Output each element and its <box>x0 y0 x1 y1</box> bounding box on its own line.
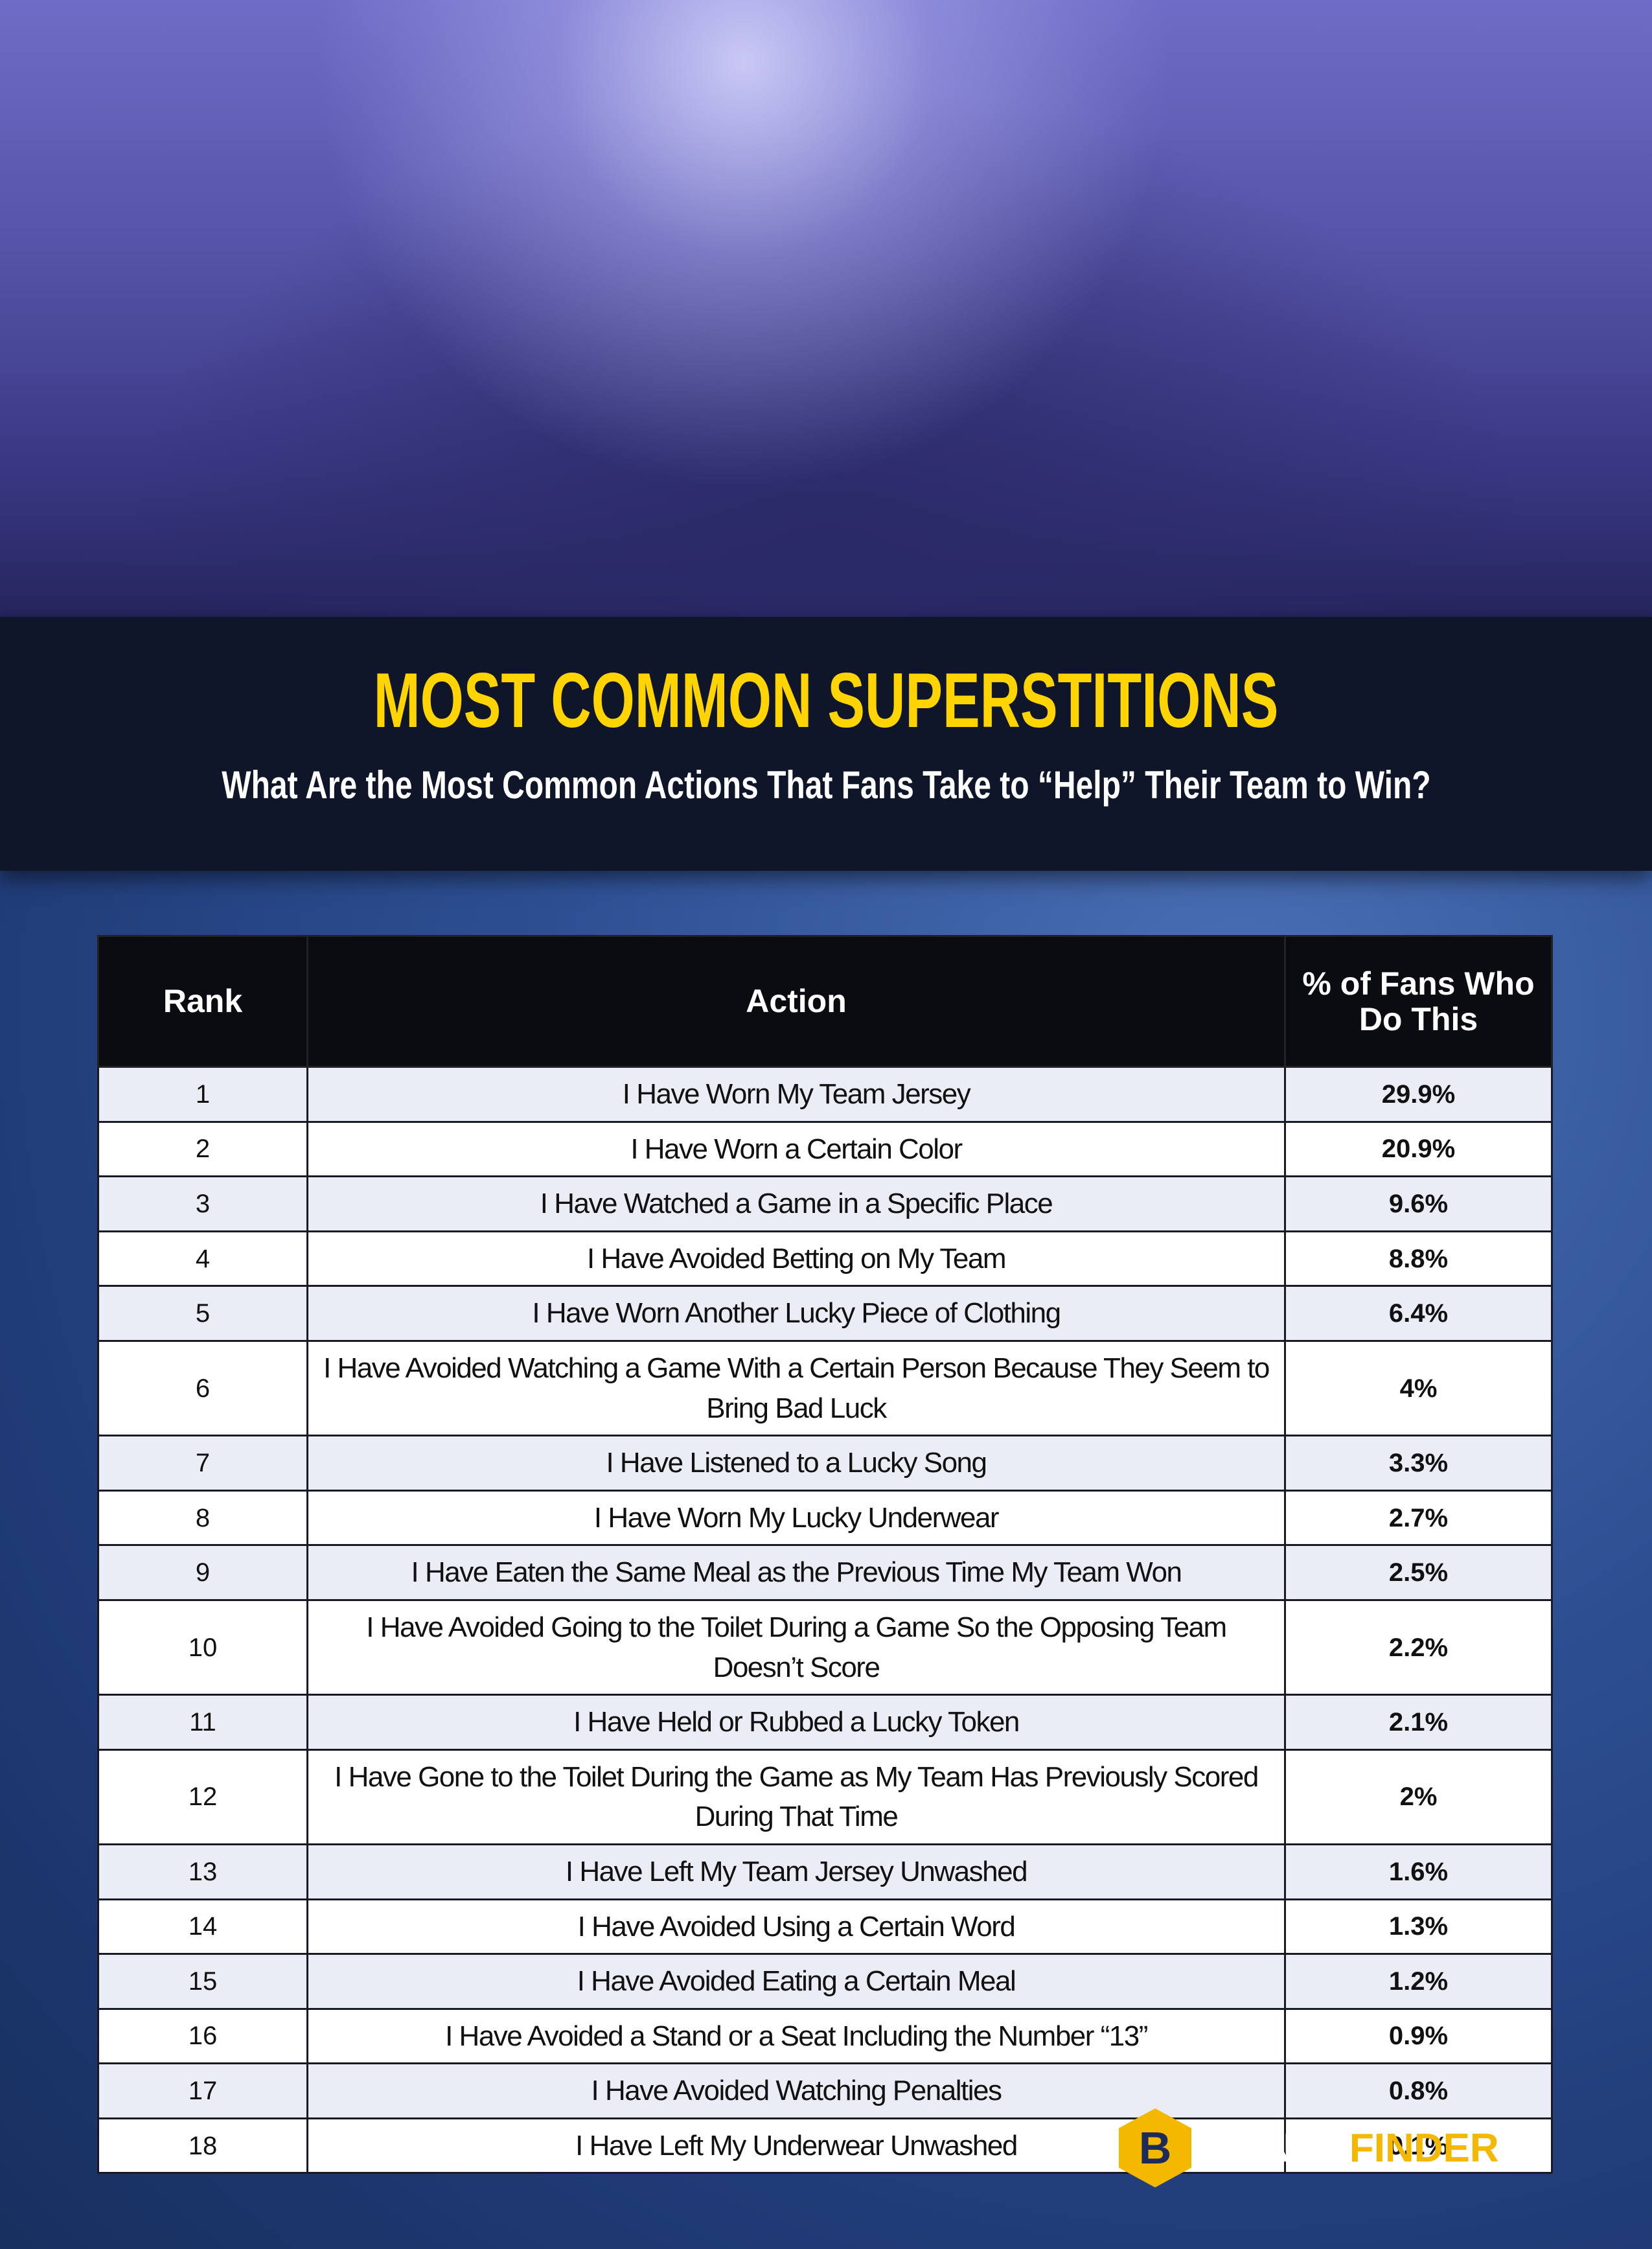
column-header: Action <box>306 935 1286 1068</box>
rank-cell: 17 <box>97 2062 308 2119</box>
logo-icon: B <box>1119 2108 1191 2187</box>
subtitle: What Are the Most Common Actions That Fa… <box>221 763 1431 807</box>
table-row: 11 I Have Held or Rubbed a Lucky Token 2.1… <box>97 1694 1553 1751</box>
action-cell: I Have Gone to the Toilet During the Gam… <box>306 1748 1286 1845</box>
logo-text: BONUSFINDER™ <box>1204 2125 1515 2171</box>
logo: B BONUSFINDER™ <box>1119 2108 1515 2187</box>
rank-cell: 3 <box>97 1175 308 1232</box>
percent-cell: 9.6% <box>1284 1175 1553 1232</box>
rank-cell: 15 <box>97 1953 308 2010</box>
header-photo <box>0 0 1652 617</box>
action-cell: I Have Worn My Lucky Underwear <box>306 1489 1286 1547</box>
rank-cell: 9 <box>97 1544 308 1601</box>
table-row: 13 I Have Left My Team Jersey Unwashed 1.6… <box>97 1843 1553 1900</box>
percent-cell: 1.2% <box>1284 1953 1553 2010</box>
table-row: 14 I Have Avoided Using a Certain Word 1.3… <box>97 1898 1553 1955</box>
action-cell: I Have Listened to a Lucky Song <box>306 1435 1286 1492</box>
rank-cell: 11 <box>97 1694 308 1751</box>
action-cell: I Have Avoided Watching Penalties <box>306 2062 1286 2119</box>
column-header: Rank <box>97 935 308 1068</box>
percent-cell: 20.9% <box>1284 1120 1553 1178</box>
subtitle-wrap: What Are the Most Common Actions That Fa… <box>0 763 1652 807</box>
rank-cell: 14 <box>97 1898 308 1955</box>
rank-cell: 5 <box>97 1285 308 1342</box>
rank-cell: 12 <box>97 1748 308 1845</box>
logo-first: BONUS <box>1204 2125 1349 2171</box>
percent-cell: 6.4% <box>1284 1285 1553 1342</box>
percent-cell: 2.2% <box>1284 1598 1553 1696</box>
table-head: Rank Action% of Fans Who Do This <box>97 935 1553 1068</box>
action-cell: I Have Avoided Betting on My Team <box>306 1230 1286 1287</box>
action-cell: I Have Avoided Using a Certain Word <box>306 1898 1286 1955</box>
title: MOST COMMON SUPERSTITIONS <box>373 657 1279 744</box>
percent-cell: 2% <box>1284 1748 1553 1845</box>
rank-cell: 1 <box>97 1066 308 1123</box>
action-cell: I Have Eaten the Same Meal as the Previo… <box>306 1544 1286 1601</box>
rank-cell: 13 <box>97 1843 308 1900</box>
table-row: 10 I Have Avoided Going to the Toilet Dur… <box>97 1598 1553 1696</box>
rank-cell: 6 <box>97 1339 308 1437</box>
percent-cell: 2.5% <box>1284 1544 1553 1601</box>
percent-cell: 8.8% <box>1284 1230 1553 1287</box>
table-row: 16 I Have Avoided a Stand or a Seat Inclu… <box>97 2007 1553 2065</box>
logo-mark: ™ <box>1498 2133 1515 2151</box>
title-band: MOST COMMON SUPERSTITIONS What Are the M… <box>0 617 1652 871</box>
percent-cell: 2.7% <box>1284 1489 1553 1547</box>
rank-cell: 7 <box>97 1435 308 1492</box>
percent-cell: 0.9% <box>1284 2007 1553 2065</box>
percent-cell: 0.1% <box>1284 2117 1553 2174</box>
table-row: 15 I Have Avoided Eating a Certain Meal 1.… <box>97 1953 1553 2010</box>
action-cell: I Have Worn My Team Jersey <box>306 1066 1286 1123</box>
logo-second: FINDER <box>1349 2125 1499 2171</box>
action-cell: I Have Left My Team Jersey Unwashed <box>306 1843 1286 1900</box>
action-cell: I Have Held or Rubbed a Lucky Token <box>306 1694 1286 1751</box>
rank-cell: 4 <box>97 1230 308 1287</box>
action-cell: I Have Avoided Going to the Toilet Durin… <box>306 1598 1286 1696</box>
rank-cell: 18 <box>97 2117 308 2174</box>
action-cell: I Have Avoided Watching a Game With a Ce… <box>306 1339 1286 1437</box>
action-cell: I Have Watched a Game in a Specific Plac… <box>306 1175 1286 1232</box>
action-cell: I Have Worn a Certain Color <box>306 1120 1286 1178</box>
percent-cell: 1.3% <box>1284 1898 1553 1955</box>
column-header: % of Fans Who Do This <box>1284 935 1553 1068</box>
action-cell: I Have Avoided Eating a Certain Meal <box>306 1953 1286 2010</box>
table-row: 17 I Have Avoided Watching Penalties 0.8% <box>97 2062 1553 2119</box>
percent-cell: 0.8% <box>1284 2062 1553 2119</box>
title-wrap: MOST COMMON SUPERSTITIONS <box>0 656 1652 745</box>
percent-cell: 3.3% <box>1284 1435 1553 1492</box>
rank-cell: 2 <box>97 1120 308 1178</box>
header-row: Rank Action% of Fans Who Do This <box>97 935 1553 1068</box>
percent-cell: 4% <box>1284 1339 1553 1437</box>
action-cell: I Have Avoided a Stand or a Seat Includi… <box>306 2007 1286 2065</box>
rank-cell: 10 <box>97 1598 308 1696</box>
percent-cell: 1.6% <box>1284 1843 1553 1900</box>
table-row: 12 I Have Gone to the Toilet During the G… <box>97 1748 1553 1845</box>
percent-cell: 2.1% <box>1284 1694 1553 1751</box>
rank-cell: 8 <box>97 1489 308 1547</box>
rank-cell: 16 <box>97 2007 308 2065</box>
action-cell: I Have Worn Another Lucky Piece of Cloth… <box>306 1285 1286 1342</box>
percent-cell: 29.9% <box>1284 1066 1553 1123</box>
